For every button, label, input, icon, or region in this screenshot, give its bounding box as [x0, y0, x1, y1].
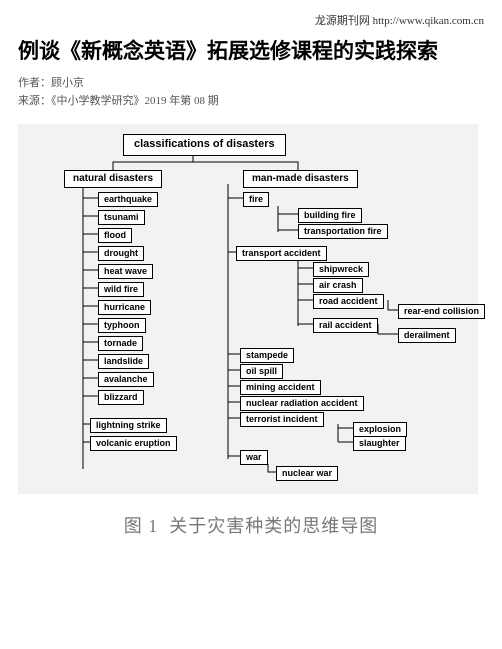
node-earthquake: earthquake [98, 192, 158, 207]
node-avalanche: avalanche [98, 372, 154, 387]
node-lightning: lightning strike [90, 418, 167, 433]
node-war: war [240, 450, 268, 465]
node-manmade: man-made disasters [243, 170, 358, 188]
node-drought: drought [98, 246, 144, 261]
author-line: 作者：顾小京 [18, 75, 484, 93]
node-flood: flood [98, 228, 132, 243]
node-volcanic: volcanic eruption [90, 436, 177, 451]
source-line: 来源：《中小学教学研究》2019 年第 08 期 [18, 93, 484, 111]
author-name: 顾小京 [51, 77, 84, 89]
header-link: 龙源期刊网 http://www.qikan.com.cn [18, 12, 484, 28]
source-name: 《中小学教学研究》2019 年第 08 期 [51, 95, 219, 107]
caption-prefix: 图 1 [124, 516, 159, 536]
node-landslide: landslide [98, 354, 149, 369]
article-title: 例谈《新概念英语》拓展选修课程的实践探索 [18, 38, 484, 65]
node-heat-wave: heat wave [98, 264, 153, 279]
mindmap-diagram: classifications of disasters natural dis… [18, 124, 478, 494]
author-label: 作者： [18, 77, 51, 89]
node-nuclear-radiation: nuclear radiation accident [240, 396, 364, 411]
node-terrorist: terrorist incident [240, 412, 324, 427]
node-tornade: tornade [98, 336, 143, 351]
node-tsunami: tsunami [98, 210, 145, 225]
node-transport: transport accident [236, 246, 327, 261]
node-slaughter: slaughter [353, 436, 406, 451]
node-rear-end: rear-end collision [398, 304, 485, 319]
node-shipwreck: shipwreck [313, 262, 369, 277]
node-explosion: explosion [353, 422, 407, 437]
node-stampede: stampede [240, 348, 294, 363]
article-meta: 作者：顾小京 来源：《中小学教学研究》2019 年第 08 期 [18, 75, 484, 110]
node-mining: mining accident [240, 380, 321, 395]
node-transportation-fire: transportation fire [298, 224, 388, 239]
node-air-crash: air crash [313, 278, 363, 293]
node-rail-accident: rail accident [313, 318, 378, 333]
node-wild-fire: wild fire [98, 282, 144, 297]
node-road-accident: road accident [313, 294, 384, 309]
node-blizzard: blizzard [98, 390, 144, 405]
node-derailment: derailment [398, 328, 456, 343]
node-fire: fire [243, 192, 269, 207]
node-natural: natural disasters [64, 170, 162, 188]
node-building-fire: building fire [298, 208, 362, 223]
figure-caption: 图 1 关于灾害种类的思维导图 [18, 512, 484, 538]
node-oil-spill: oil spill [240, 364, 283, 379]
node-nuclear-war: nuclear war [276, 466, 338, 481]
node-typhoon: typhoon [98, 318, 146, 333]
caption-text: 关于灾害种类的思维导图 [169, 516, 378, 536]
source-label: 来源： [18, 95, 51, 107]
node-root: classifications of disasters [123, 134, 286, 155]
node-hurricane: hurricane [98, 300, 151, 315]
